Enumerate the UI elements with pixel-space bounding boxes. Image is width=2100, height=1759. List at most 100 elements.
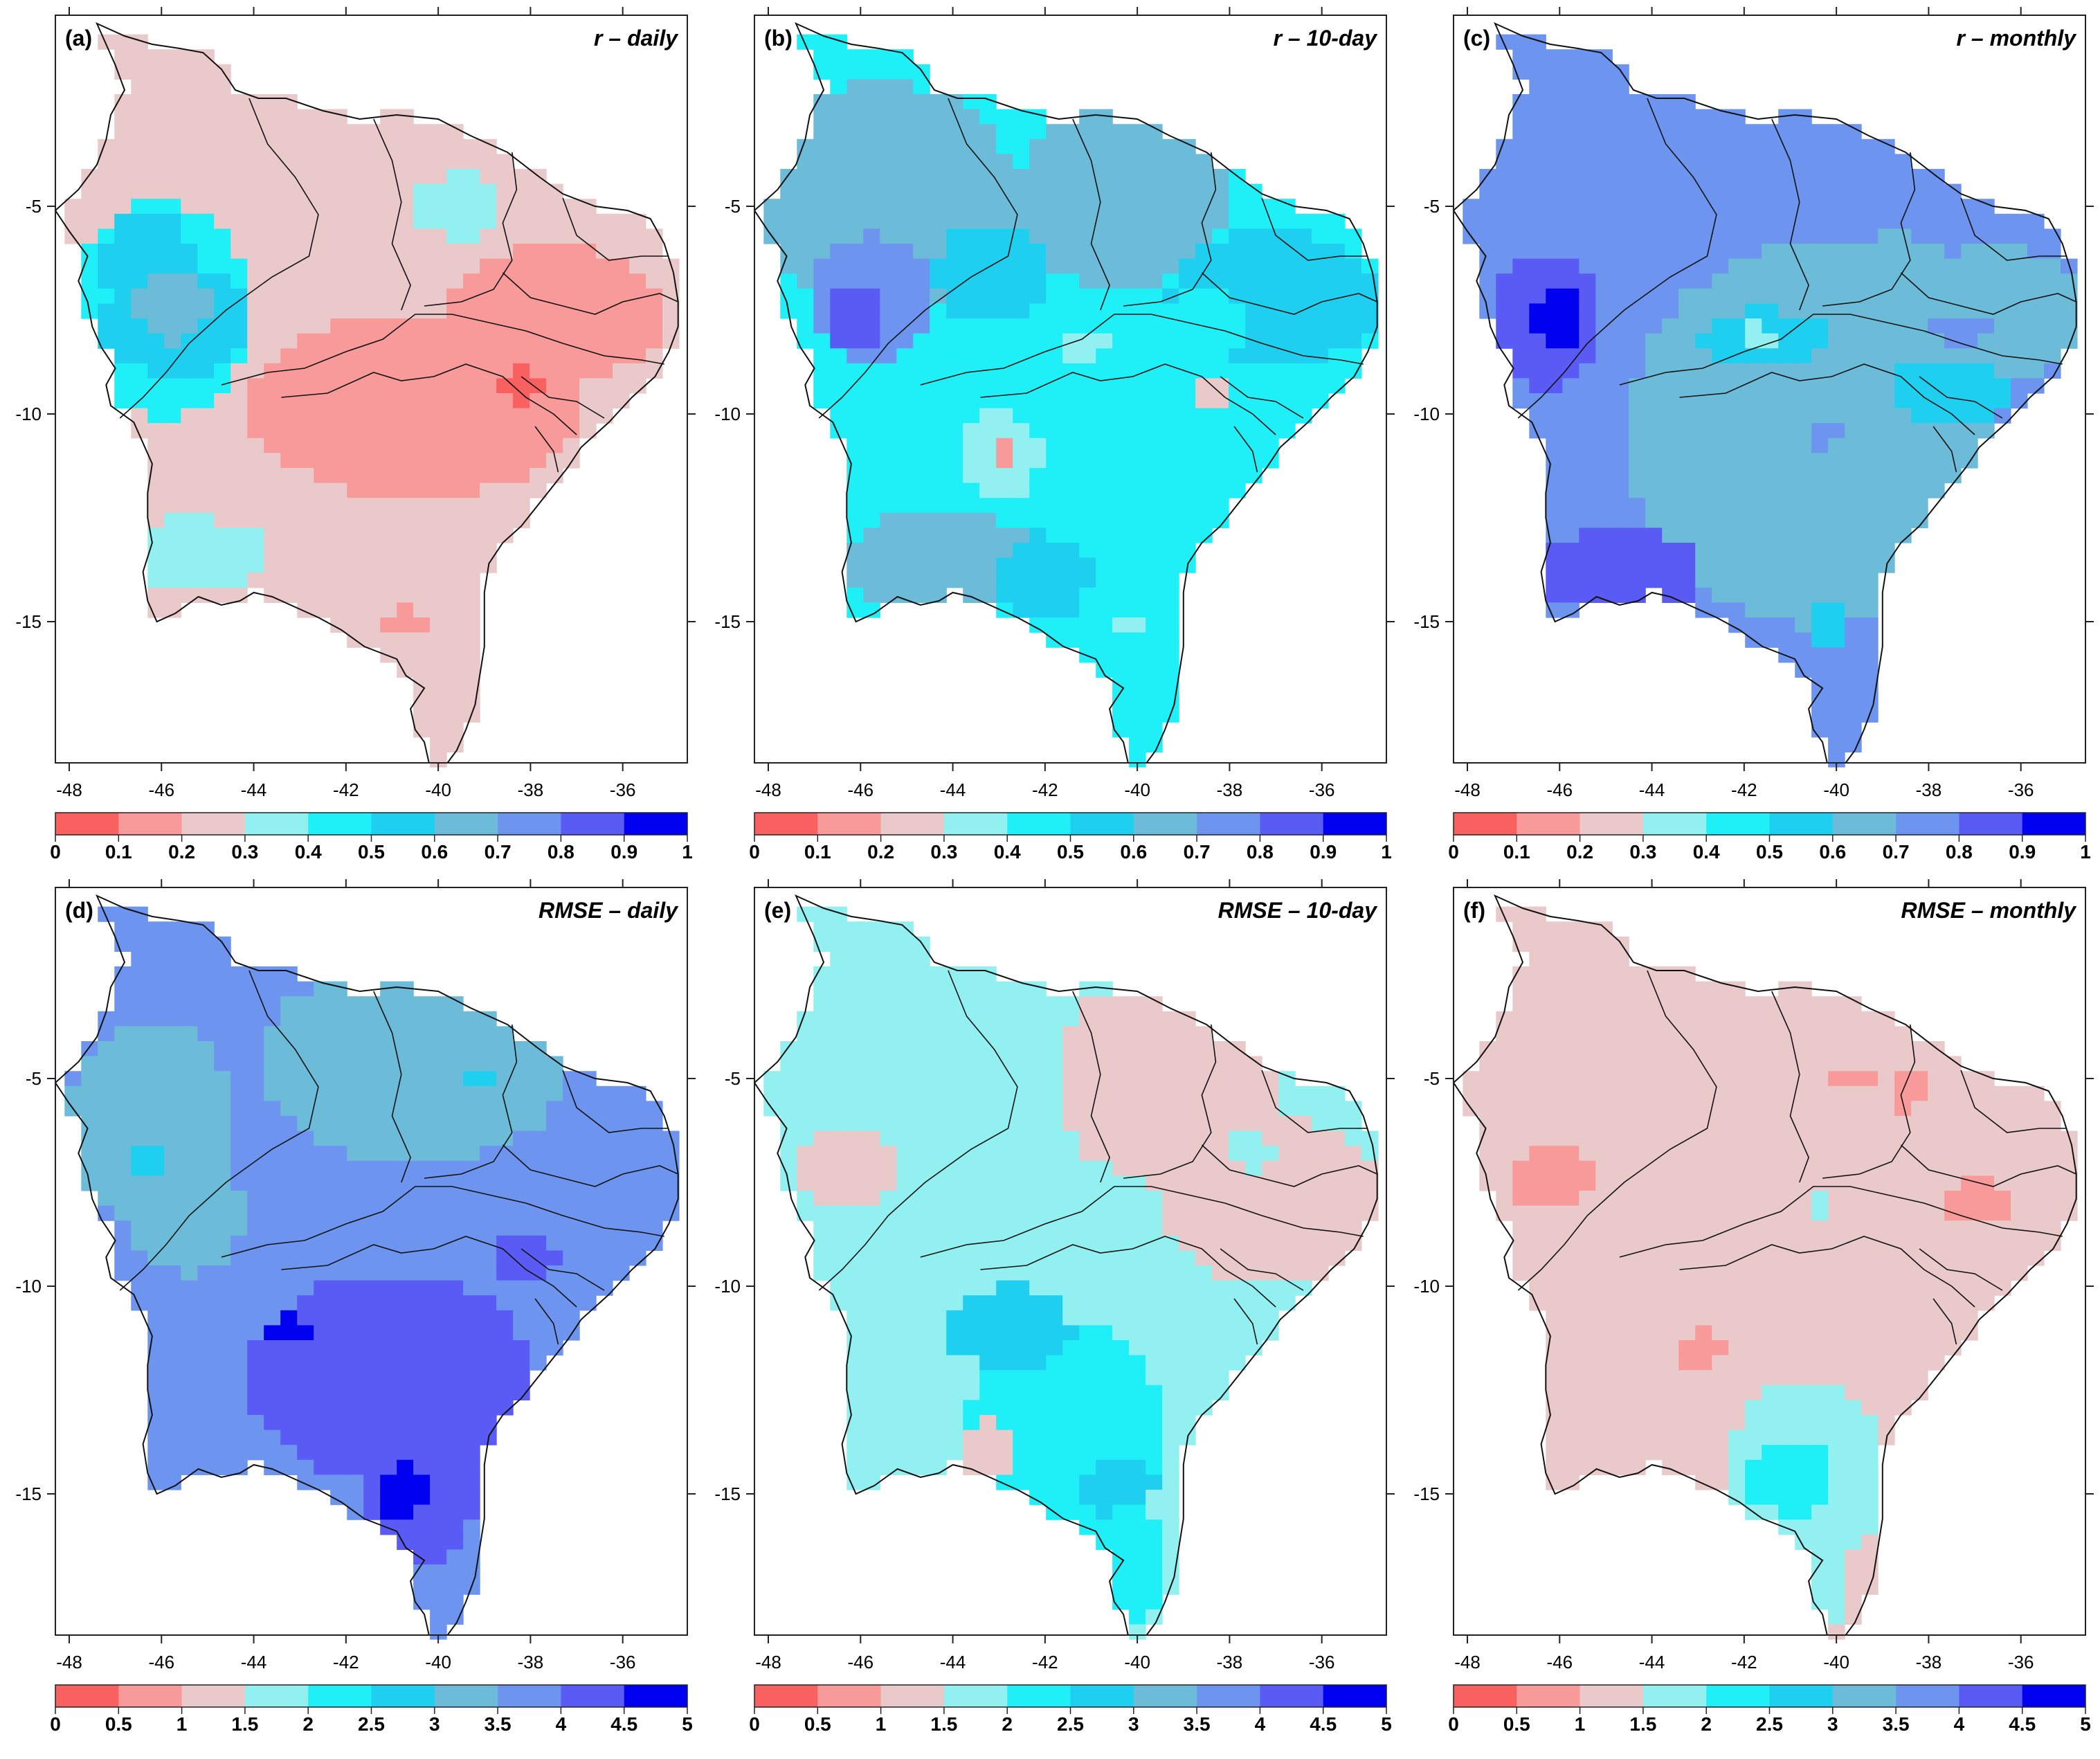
grid-cell xyxy=(1662,543,1679,559)
grid-cell xyxy=(480,482,497,498)
grid-cell xyxy=(314,1384,331,1400)
grid-cell xyxy=(463,647,480,663)
grid-cell xyxy=(314,228,331,244)
grid-cell xyxy=(1562,154,1579,170)
grid-cell xyxy=(946,1429,963,1445)
grid-cell xyxy=(247,557,264,573)
grid-cell xyxy=(1928,408,1945,424)
grid-cell xyxy=(913,169,930,185)
grid-cell xyxy=(1695,527,1712,543)
grid-cell xyxy=(380,1415,397,1431)
grid-cell xyxy=(347,213,364,229)
grid-cell xyxy=(114,333,132,349)
grid-cell xyxy=(264,213,281,229)
grid-cell xyxy=(181,408,198,424)
grid-cell xyxy=(2011,333,2028,349)
grid-cell xyxy=(1579,124,1596,140)
grid-cell xyxy=(264,1310,281,1326)
grid-cell xyxy=(1029,587,1047,603)
grid-cell xyxy=(813,94,831,110)
grid-cell xyxy=(1745,258,1762,274)
grid-cell xyxy=(264,1265,281,1281)
grid-cell xyxy=(1096,438,1113,453)
grid-cell xyxy=(863,1250,880,1266)
grid-cell xyxy=(1112,169,1130,185)
grid-cell xyxy=(946,378,963,394)
grid-cell xyxy=(1046,1205,1063,1221)
grid-cell xyxy=(1811,378,1829,394)
grid-cell xyxy=(1579,228,1596,244)
grid-cell xyxy=(280,1011,298,1027)
grid-cell xyxy=(1562,512,1579,528)
grid-cell xyxy=(1828,677,1845,693)
grid-cell xyxy=(1029,124,1047,140)
grid-cell xyxy=(247,512,264,528)
grid-cell xyxy=(197,1071,215,1087)
grid-cell xyxy=(164,1445,181,1461)
grid-cell xyxy=(197,408,215,424)
grid-cell xyxy=(264,183,281,199)
grid-cell xyxy=(979,996,997,1012)
grid-cell xyxy=(314,1400,331,1416)
grid-cell xyxy=(996,1384,1013,1400)
grid-cell xyxy=(230,94,248,110)
grid-cell xyxy=(280,1071,298,1087)
grid-cell xyxy=(847,1205,864,1221)
grid-cell xyxy=(164,1250,181,1266)
grid-cell xyxy=(430,1191,447,1207)
grid-cell xyxy=(1944,273,1962,289)
grid-cell xyxy=(347,512,364,528)
grid-cell xyxy=(380,1130,397,1146)
grid-cell xyxy=(1645,378,1663,394)
grid-cell xyxy=(131,318,148,334)
grid-cell xyxy=(1778,199,1795,215)
grid-cell xyxy=(1013,1026,1030,1042)
grid-cell xyxy=(1179,408,1196,424)
grid-cell xyxy=(1112,124,1130,140)
grid-cell xyxy=(397,1295,414,1311)
grid-cell xyxy=(197,154,215,170)
grid-cell xyxy=(830,1175,847,1191)
grid-cell xyxy=(913,94,930,110)
grid-cell xyxy=(830,363,847,379)
grid-cell xyxy=(413,1579,431,1595)
grid-cell xyxy=(1645,423,1663,439)
grid-cell xyxy=(1112,677,1130,693)
grid-cell xyxy=(996,527,1013,543)
state-boundary xyxy=(1932,426,1957,473)
grid-cell xyxy=(347,363,364,379)
grid-cell xyxy=(164,49,181,65)
grid-cell xyxy=(1795,213,1812,229)
grid-cell xyxy=(1512,244,1530,260)
grid-cell xyxy=(847,572,864,588)
grid-cell xyxy=(1795,393,1812,409)
grid-cell xyxy=(1112,557,1130,573)
grid-cell xyxy=(264,1011,281,1027)
grid-cell xyxy=(1162,438,1179,453)
grid-cell xyxy=(380,1325,397,1341)
grid-cell xyxy=(546,423,563,439)
grid-cell xyxy=(1529,333,1546,349)
grid-cell xyxy=(1079,1191,1096,1207)
grid-cell xyxy=(1595,94,1613,110)
grid-cell xyxy=(880,1295,897,1311)
grid-cell xyxy=(2044,318,2061,334)
grid-cell xyxy=(430,587,447,603)
grid-cell xyxy=(1079,348,1096,364)
grid-cell xyxy=(1046,1429,1063,1445)
grid-cell xyxy=(896,1056,914,1072)
grid-cell xyxy=(847,981,864,997)
grid-cell xyxy=(446,1011,464,1027)
grid-cell xyxy=(1745,228,1762,244)
grid-cell xyxy=(413,1175,431,1191)
grid-cell xyxy=(1811,707,1829,723)
grid-cell xyxy=(596,378,613,394)
grid-cell xyxy=(1312,303,1329,319)
grid-cell xyxy=(347,1340,364,1356)
grid-cell xyxy=(830,1250,847,1266)
grid-cell xyxy=(1162,453,1179,469)
grid-cell xyxy=(979,138,997,154)
grid-cell xyxy=(430,1280,447,1296)
grid-cell xyxy=(1062,244,1080,260)
grid-cell xyxy=(1695,318,1712,334)
